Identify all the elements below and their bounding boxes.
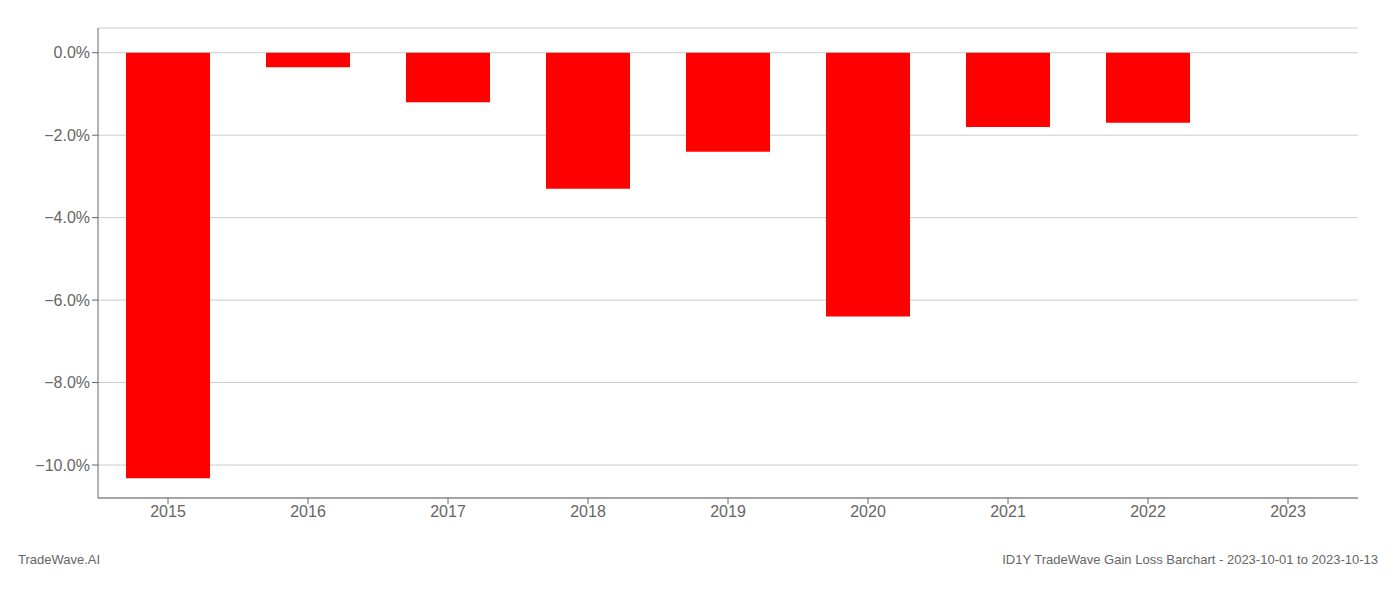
svg-text:2018: 2018	[570, 503, 606, 520]
svg-text:−10.0%: −10.0%	[35, 457, 90, 474]
svg-text:−4.0%: −4.0%	[44, 209, 90, 226]
svg-text:2023: 2023	[1270, 503, 1306, 520]
svg-text:2022: 2022	[1130, 503, 1166, 520]
svg-text:2015: 2015	[150, 503, 186, 520]
html-text:TradeWave.AI: TradeWave.AI	[18, 552, 101, 567]
svg-text:0.0%: 0.0%	[54, 44, 90, 61]
svg-text:−2.0%: −2.0%	[44, 127, 90, 144]
svg-text:2021: 2021	[990, 503, 1026, 520]
svg-text:2020: 2020	[850, 503, 886, 520]
svg-text:−6.0%: −6.0%	[44, 292, 90, 309]
svg-text:2019: 2019	[710, 503, 746, 520]
svg-text:2017: 2017	[430, 503, 466, 520]
svg-text:−8.0%: −8.0%	[44, 374, 90, 391]
html-text:ID1Y TradeWave Gain Loss Barch: ID1Y TradeWave Gain Loss Barchart - 2023…	[1002, 552, 1378, 567]
svg-text:2016: 2016	[290, 503, 326, 520]
